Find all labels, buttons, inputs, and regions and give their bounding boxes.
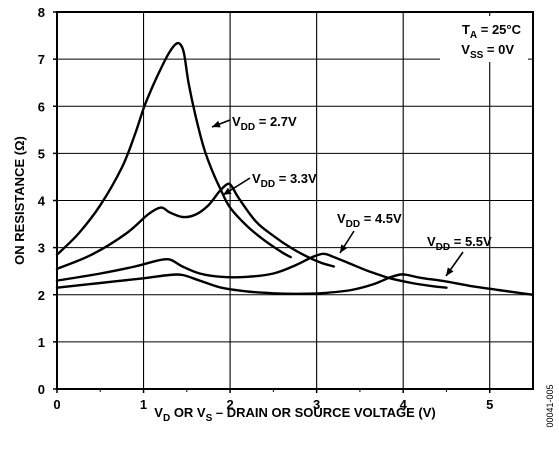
x-title-part-2: OR V [170,405,206,420]
ta-sub: A [470,30,477,41]
series-arrowhead-3 [340,244,348,253]
y-tick-label-7: 7 [38,52,45,67]
series-label-rest: = 3.3V [275,171,317,186]
series-line-1 [55,41,292,259]
x-title-sub-1: D [163,413,170,424]
y-tick-label-2: 2 [38,288,45,303]
x-tick-label-5: 5 [486,397,493,412]
series-label-3: VDD = 4.5V [337,211,402,230]
y-tick-label-5: 5 [38,146,45,161]
series-line-3 [55,252,448,289]
x-title-part-3: – DRAIN OR SOURCE VOLTAGE (V) [212,405,435,420]
tick-marks [53,11,491,393]
series-label-main: V [337,211,346,226]
y-tick-label-1: 1 [38,335,45,350]
x-title-sub-2: S [206,413,213,424]
series-label-main: V [252,171,261,186]
ta-rest: = 25°C [477,22,521,37]
x-tick-label-4: 4 [400,397,408,412]
y-tick-label-0: 0 [38,382,45,397]
series-label-2: VDD = 3.3V [252,171,317,190]
x-title-part-1: V [154,405,163,420]
series-label-sub: DD [241,122,255,133]
series-arrowhead-1 [212,120,221,128]
series-label-rest: = 4.5V [360,211,402,226]
series-arrowhead-2 [223,187,232,195]
series-label-4: VDD = 5.5V [427,234,492,253]
y-tick-label-4: 4 [38,194,46,209]
figure-id: 00041-005 [545,384,555,427]
x-tick-label-0: 0 [53,397,60,412]
series-line-2 [55,182,336,270]
y-tick-label-6: 6 [38,99,45,114]
grid-lines [57,12,533,389]
series-label-rest: = 5.5V [450,234,492,249]
series-label-1: VDD = 2.7V [232,114,297,133]
series-label-sub: DD [436,242,450,253]
x-axis-title: VD OR VS – DRAIN OR SOURCE VOLTAGE (V) [154,405,435,424]
vss-rest: = 0V [483,42,514,57]
x-tick-label-1: 1 [140,397,147,412]
series-label-main: V [427,234,436,249]
temperature-label: TA = 25°C [462,22,522,41]
vss-sub: SS [470,50,484,61]
y-axis-title: ON RESISTANCE (Ω) [12,136,27,265]
y-tick-label-8: 8 [38,5,45,20]
series-label-rest: = 2.7V [255,114,297,129]
x-tick-label-3: 3 [313,397,320,412]
conditions-box [440,16,528,62]
vss-label: VSS = 0V [461,42,514,61]
series-label-main: V [232,114,241,129]
series-line-4 [55,273,535,296]
x-tick-labels: 0 1 2 3 4 5 [53,397,493,412]
y-tick-labels: 0 1 2 3 4 5 6 7 8 [38,5,46,397]
series-arrowhead-4 [446,267,454,276]
x-tick-label-2: 2 [226,397,233,412]
vss-main: V [461,42,470,57]
series-label-sub: DD [346,219,360,230]
y-tick-label-3: 3 [38,241,45,256]
series-label-sub: DD [261,179,275,190]
ta-main: T [462,22,470,37]
series-curves [55,41,535,296]
